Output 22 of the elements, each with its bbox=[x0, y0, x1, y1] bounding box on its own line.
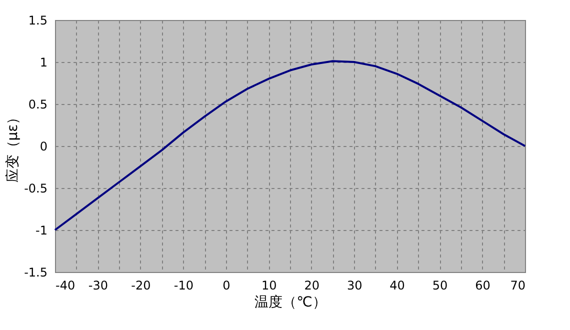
x-tick-label: 10 bbox=[261, 278, 277, 292]
x-tick-label: 0 bbox=[222, 278, 230, 292]
x-tick-label: 20 bbox=[304, 278, 320, 292]
x-axis-title: 温度（℃） bbox=[254, 294, 326, 310]
x-tick-label: -30 bbox=[88, 278, 108, 292]
y-axis-title: 应变（με） bbox=[5, 110, 22, 183]
y-tick-label: 0 bbox=[40, 140, 48, 154]
x-tick-label: 70 bbox=[510, 278, 526, 292]
x-tick-label: 30 bbox=[346, 278, 362, 292]
y-tick-label: -1 bbox=[36, 224, 48, 238]
x-tick-label: -20 bbox=[131, 278, 151, 292]
line-series bbox=[54, 60, 526, 231]
y-tick-label: -1.5 bbox=[24, 266, 48, 280]
y-tick-label: 0.5 bbox=[28, 98, 48, 112]
y-tick-label: -0.5 bbox=[24, 182, 48, 196]
x-tick-label: -40 bbox=[56, 278, 76, 292]
x-tick-label: 40 bbox=[390, 278, 405, 292]
x-tick-label: 60 bbox=[475, 278, 490, 292]
x-tick-label: 50 bbox=[432, 278, 448, 292]
y-tick-label: 1 bbox=[40, 56, 48, 70]
y-tick-label: 1.5 bbox=[28, 14, 48, 28]
x-tick-label: -10 bbox=[174, 278, 194, 292]
